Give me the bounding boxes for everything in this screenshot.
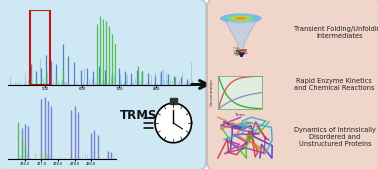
Text: Dynamics of Intrinsically
Disordered and
Unstructured Proteins: Dynamics of Intrinsically Disordered and… [294, 127, 376, 147]
Text: Transient Folding/Unfolding
Intermediates: Transient Folding/Unfolding Intermediate… [294, 26, 378, 39]
Polygon shape [170, 98, 177, 104]
FancyBboxPatch shape [0, 0, 206, 169]
Text: Rapid Enzyme Kinetics
and Chemical Reactions: Rapid Enzyme Kinetics and Chemical React… [294, 78, 374, 91]
Polygon shape [225, 20, 257, 55]
Polygon shape [155, 103, 192, 143]
Bar [30, 10, 50, 84]
Text: Time: Time [235, 113, 245, 117]
Ellipse shape [228, 15, 254, 22]
Text: TRMS: TRMS [120, 109, 158, 122]
Ellipse shape [235, 17, 246, 20]
Ellipse shape [224, 14, 258, 22]
Text: Concentration: Concentration [209, 79, 213, 106]
Ellipse shape [220, 13, 262, 23]
Ellipse shape [231, 16, 250, 21]
FancyBboxPatch shape [207, 0, 378, 169]
